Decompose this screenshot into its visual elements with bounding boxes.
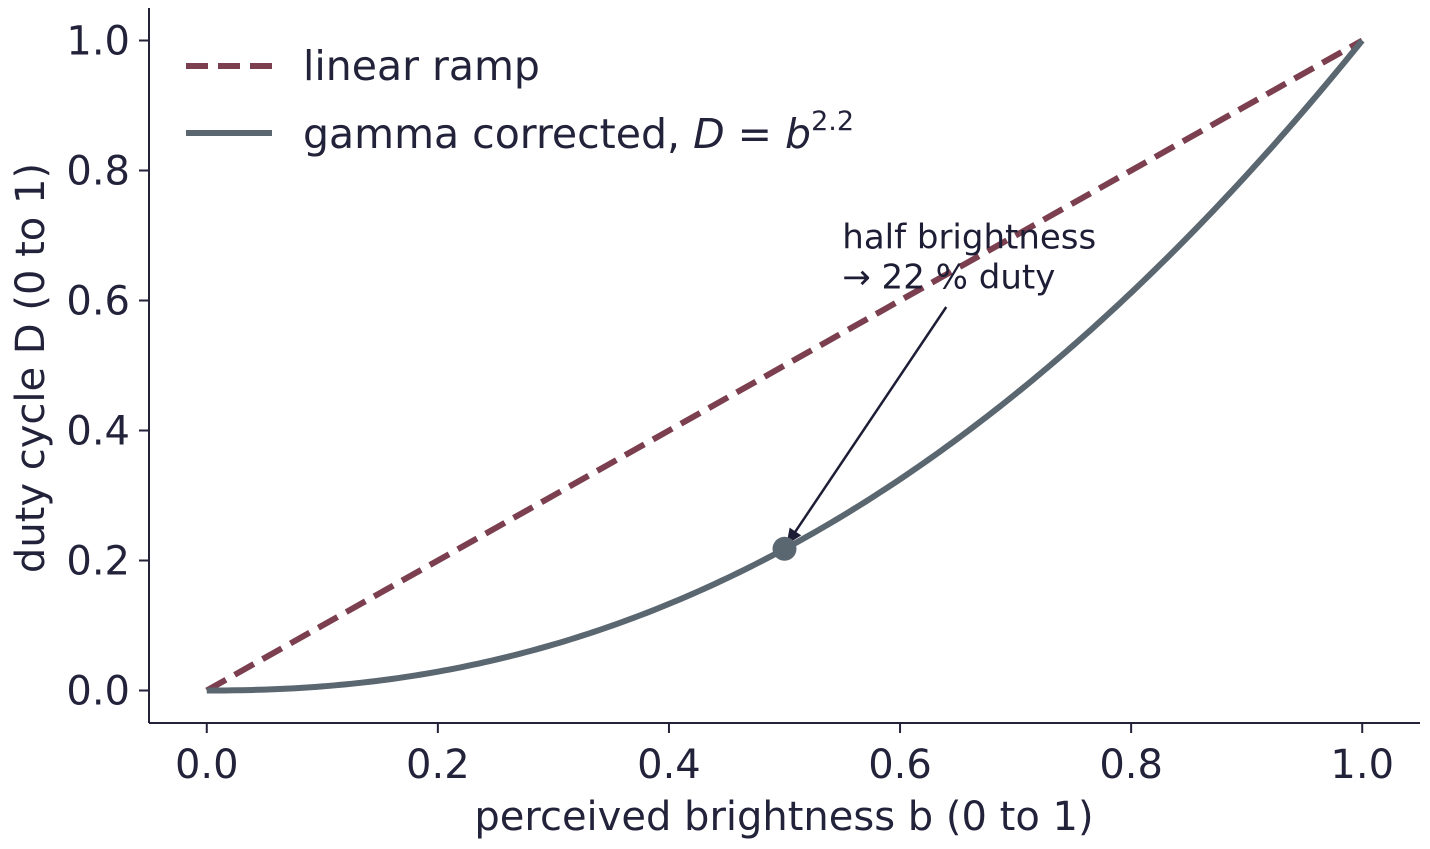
x-tick-label: 0.2 bbox=[406, 742, 470, 788]
y-tick-label: 0.0 bbox=[66, 669, 130, 715]
legend-label-gamma-corrected: gamma corrected, D = b2.2 bbox=[303, 106, 854, 158]
x-tick-label: 0.6 bbox=[868, 742, 932, 788]
legend-gamma-prefix: gamma corrected, bbox=[303, 110, 693, 158]
annotation-text-line: → 22 % duty bbox=[842, 258, 1055, 298]
legend: linear ramp gamma corrected, D = b2.2 bbox=[186, 42, 854, 158]
y-ticks: 0.0 0.2 0.4 0.6 0.8 1.0 bbox=[66, 19, 149, 715]
x-ticks: 0.0 0.2 0.4 0.6 0.8 1.0 bbox=[175, 723, 1394, 788]
x-tick-label: 0.8 bbox=[1099, 742, 1163, 788]
x-tick-label: 1.0 bbox=[1330, 742, 1394, 788]
legend-gamma-formula: D = b bbox=[693, 110, 811, 158]
y-tick-label: 0.2 bbox=[66, 539, 130, 585]
annotation-text-line: half brightness bbox=[842, 218, 1096, 258]
annotation-marker bbox=[772, 536, 797, 561]
x-tick-label: 0.4 bbox=[637, 742, 701, 788]
y-tick-label: 0.8 bbox=[66, 149, 130, 195]
annotation-arrow bbox=[785, 306, 948, 546]
x-tick-label: 0.0 bbox=[175, 742, 239, 788]
y-tick-label: 0.4 bbox=[66, 409, 130, 455]
series-line-linear-ramp bbox=[205, 37, 1364, 694]
legend-gamma-exponent: 2.2 bbox=[811, 106, 854, 137]
y-tick-label: 0.6 bbox=[66, 279, 130, 325]
axes bbox=[148, 8, 1420, 724]
y-axis-label: duty cycle D (0 to 1) bbox=[8, 163, 54, 573]
x-axis-label: perceived brightness b (0 to 1) bbox=[474, 794, 1093, 840]
annotation: half brightness→ 22 % duty bbox=[772, 218, 1096, 561]
legend-label-linear-ramp: linear ramp bbox=[303, 42, 540, 90]
y-tick-label: 1.0 bbox=[66, 19, 130, 65]
